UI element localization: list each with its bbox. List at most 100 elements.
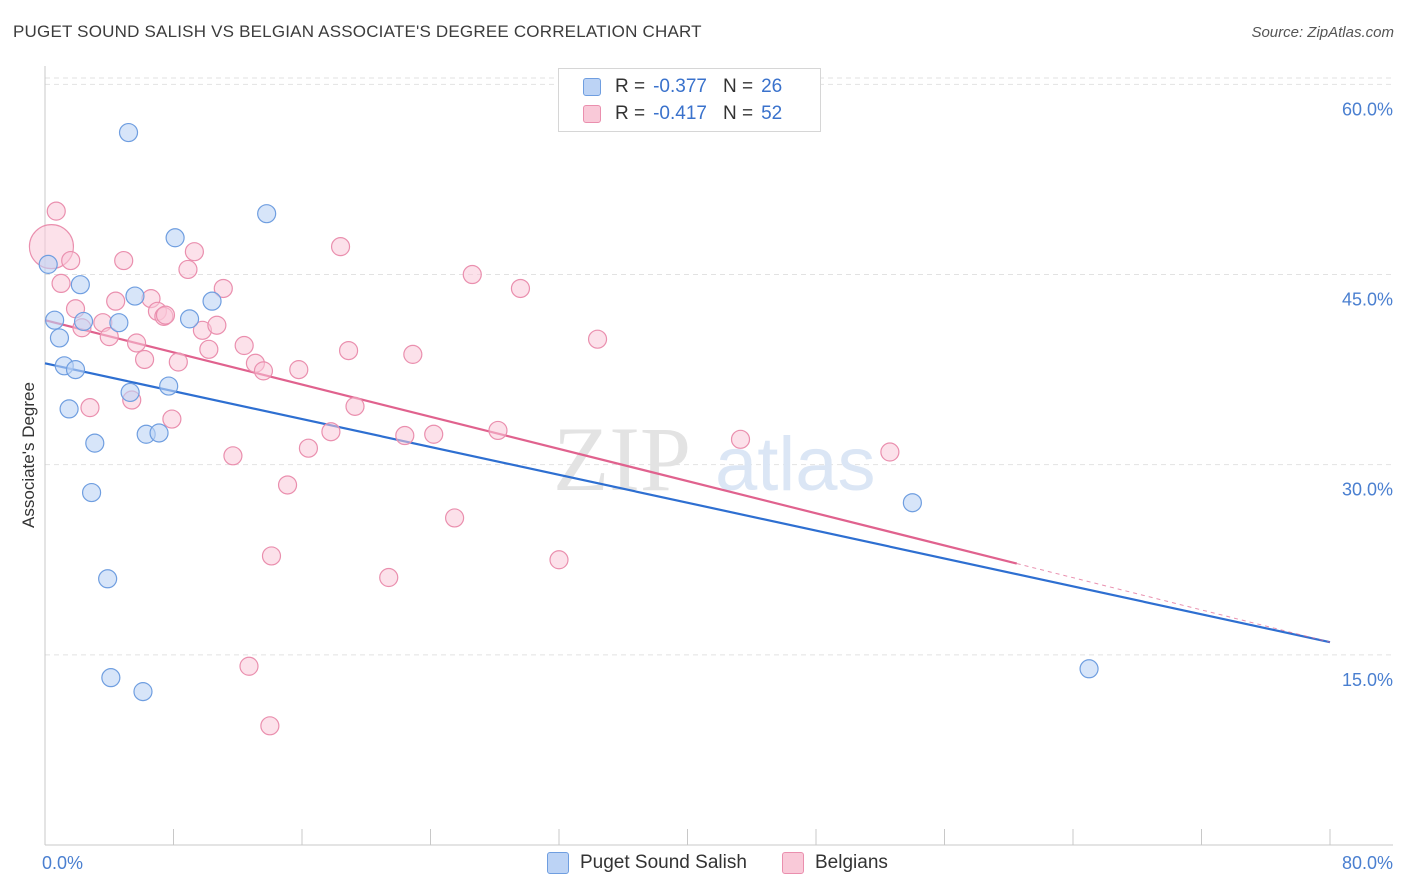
- point-belgians: [321, 422, 341, 442]
- point-salish: [159, 376, 179, 396]
- point-salish: [202, 291, 222, 311]
- legend-row-salish: R = -0.377 N = 26: [583, 75, 782, 99]
- bottom-legend-label-belgians: Belgians: [815, 852, 888, 873]
- chart-title: PUGET SOUND SALISH VS BELGIAN ASSOCIATE'…: [13, 22, 702, 41]
- point-salish: [165, 228, 185, 248]
- point-salish: [120, 382, 140, 403]
- point-salish: [65, 360, 86, 380]
- legend-n-label: N =: [722, 76, 754, 97]
- y-axis-label: Associate's Degree: [19, 382, 38, 528]
- point-belgians: [253, 361, 274, 381]
- point-belgians: [395, 425, 415, 446]
- point-belgians: [178, 259, 198, 280]
- point-belgians: [549, 550, 569, 570]
- y-tick-label: 30.0%: [1342, 480, 1393, 500]
- trend-line-belgians-extension: [1016, 563, 1331, 643]
- point-belgians: [134, 349, 155, 370]
- point-belgians: [260, 716, 280, 736]
- bottom-legend-label-salish: Puget Sound Salish: [580, 852, 747, 873]
- legend: R = -0.377 N = 26 R = -0.417 N = 52: [558, 68, 821, 132]
- point-salish: [257, 204, 277, 224]
- trend-line-salish: [44, 362, 1331, 644]
- legend-n-label: N =: [722, 103, 754, 124]
- point-belgians: [162, 409, 182, 429]
- point-belgians: [379, 567, 399, 588]
- point-salish: [98, 569, 118, 589]
- point-salish: [133, 682, 153, 702]
- legend-r-value: -0.377: [653, 76, 707, 97]
- point-salish: [125, 286, 145, 306]
- bottom-legend-swatch-salish: [547, 852, 569, 874]
- point-belgians: [46, 201, 66, 221]
- x-tick-label-0: 0.0%: [42, 853, 83, 873]
- point-belgians: [880, 442, 900, 462]
- trend-lines: [44, 319, 1331, 644]
- point-salish: [81, 482, 102, 503]
- point-salish: [45, 310, 65, 330]
- axes: [44, 66, 1393, 846]
- legend-swatch-salish: [583, 78, 601, 96]
- point-salish: [109, 313, 129, 333]
- point-belgians: [488, 420, 508, 441]
- point-belgians: [168, 352, 188, 372]
- point-salish: [149, 423, 169, 443]
- point-belgians: [289, 360, 309, 380]
- point-salish: [118, 122, 139, 143]
- legend-swatch-belgians: [583, 105, 601, 123]
- point-belgians: [510, 278, 531, 299]
- point-belgians: [239, 656, 259, 676]
- point-belgians: [424, 424, 444, 444]
- point-belgians: [184, 242, 204, 262]
- point-belgians: [99, 327, 119, 347]
- point-salish: [179, 309, 200, 329]
- point-belgians: [403, 344, 423, 364]
- point-belgians: [338, 340, 359, 361]
- point-salish: [49, 328, 70, 348]
- axis-labels: Associate's Degree 0.0% 80.0% 15.0% 30.0%…: [19, 99, 1393, 873]
- bottom-legend: Puget Sound Salish Belgians: [0, 852, 1406, 876]
- point-salish: [73, 311, 94, 332]
- point-belgians: [126, 333, 147, 353]
- point-belgians: [330, 237, 351, 257]
- legend-row-belgians: R = -0.417 N = 52: [583, 102, 782, 126]
- point-salish: [101, 668, 121, 688]
- legend-n-value: 26: [761, 76, 783, 97]
- data-points: [28, 122, 1099, 736]
- point-salish: [85, 433, 105, 453]
- point-salish: [59, 399, 79, 419]
- source-label: Source: ZipAtlas.com: [1251, 24, 1394, 41]
- point-belgians: [213, 278, 233, 299]
- y-tick-label: 60.0%: [1342, 99, 1393, 119]
- point-belgians: [155, 305, 176, 325]
- point-belgians: [106, 291, 126, 311]
- point-belgians: [730, 429, 751, 449]
- trend-line-belgians: [44, 319, 1018, 565]
- point-belgians: [51, 273, 71, 294]
- point-salish: [1079, 659, 1099, 679]
- point-belgians: [61, 250, 81, 271]
- point-salish: [70, 275, 90, 295]
- point-belgians: [234, 335, 254, 356]
- point-belgians: [80, 398, 100, 418]
- point-belgians: [114, 250, 134, 271]
- legend-n-value: 52: [761, 103, 783, 124]
- point-belgians: [277, 475, 298, 495]
- legend-r-label: R =: [615, 103, 646, 124]
- point-belgians: [345, 396, 365, 416]
- watermark-zip: ZIP: [553, 408, 691, 510]
- legend-r-label: R =: [615, 76, 646, 97]
- point-belgians: [223, 446, 243, 466]
- point-belgians: [444, 508, 465, 528]
- bottom-legend-swatch-belgians: [782, 852, 804, 874]
- point-belgians: [261, 546, 282, 566]
- point-salish: [902, 493, 922, 513]
- point-salish: [38, 254, 58, 274]
- legend-r-value: -0.417: [653, 103, 707, 124]
- point-belgians: [587, 329, 608, 349]
- bottom-legend-belgians: Belgians: [782, 852, 888, 874]
- point-belgians: [207, 315, 227, 335]
- bottom-legend-salish: Puget Sound Salish: [547, 852, 747, 874]
- point-belgians: [462, 264, 482, 285]
- x-tick-label-1: 80.0%: [1342, 853, 1393, 873]
